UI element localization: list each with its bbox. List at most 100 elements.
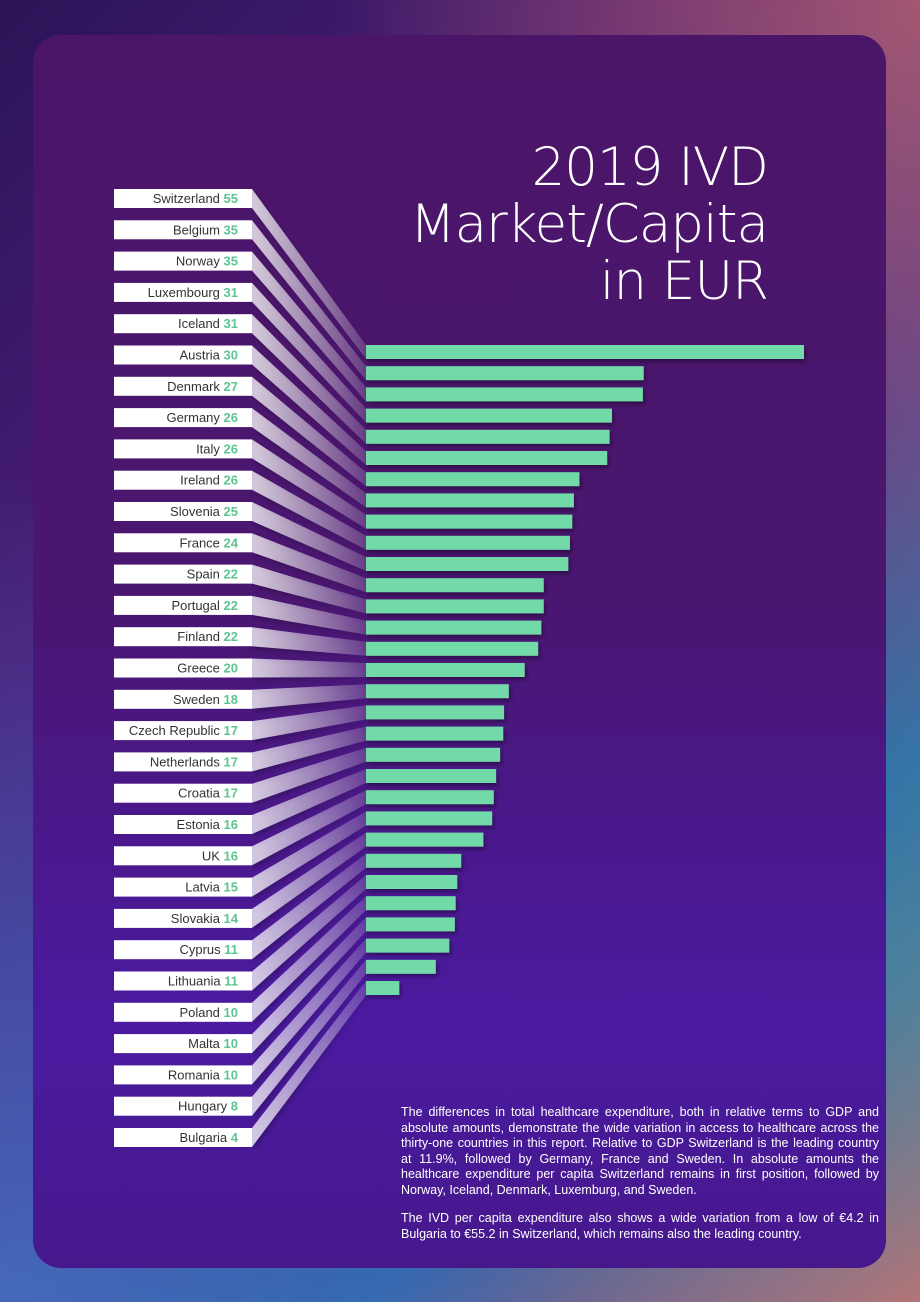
connector-band — [252, 959, 366, 1116]
label-box — [114, 314, 252, 334]
country-name: Spain — [187, 567, 224, 582]
label-box — [114, 689, 252, 709]
data-label: 22 — [224, 598, 238, 613]
data-label: 17 — [224, 723, 238, 738]
bar-label: Iceland 31 — [178, 316, 238, 331]
bar-poland — [366, 896, 456, 911]
bar-hungary — [366, 959, 436, 974]
bar-label: Belgium 35 — [173, 222, 238, 237]
label-box — [114, 815, 252, 834]
data-label: 22 — [224, 629, 238, 644]
data-label: 14 — [224, 911, 239, 926]
country-name: Slovakia — [171, 911, 224, 926]
bar-iceland — [366, 429, 610, 444]
bar-luxembourg — [366, 408, 612, 423]
data-label: 16 — [224, 848, 238, 863]
bar-label: Finland 22 — [177, 629, 238, 644]
bar-sweden — [366, 684, 509, 699]
data-label: 8 — [231, 1099, 238, 1114]
bar-label: Bulgaria 4 — [179, 1130, 238, 1145]
bar-germany — [366, 493, 574, 508]
bar-netherlands — [366, 726, 504, 741]
bar-label: Portugal 22 — [171, 598, 238, 613]
country-name: Denmark — [167, 379, 223, 394]
country-name: Slovenia — [170, 504, 223, 519]
country-name: Romania — [168, 1067, 224, 1082]
connector-band — [252, 726, 366, 772]
label-box — [114, 752, 252, 772]
bar-portugal — [366, 620, 542, 635]
connector-band — [252, 282, 366, 423]
label-box — [114, 470, 252, 490]
connector-band — [252, 769, 366, 834]
bar-croatia — [366, 747, 501, 762]
bar-label: Hungary 8 — [178, 1099, 238, 1114]
label-box — [114, 1065, 252, 1085]
label-box — [114, 533, 252, 553]
country-name: Netherlands — [150, 754, 224, 769]
bar-group — [366, 345, 804, 995]
country-name: Switzerland — [153, 191, 224, 206]
bar-estonia — [366, 769, 497, 783]
bar-latvia — [366, 811, 493, 826]
country-name: Croatia — [178, 786, 224, 801]
label-box — [114, 877, 252, 897]
data-label: 26 — [224, 410, 238, 425]
bar-label: Latvia 15 — [185, 880, 238, 895]
bar-label: Norway 35 — [176, 254, 238, 269]
title-line-3: in EUR — [599, 251, 769, 312]
data-label: 25 — [224, 504, 238, 519]
connector-group — [252, 189, 366, 1147]
bar-ireland — [366, 535, 570, 550]
bar-label: Cyprus 11 — [179, 942, 238, 957]
bar-romania — [366, 938, 450, 953]
bar-label: Poland 10 — [179, 1005, 238, 1020]
data-label: 30 — [224, 348, 238, 363]
data-label: 31 — [224, 285, 238, 300]
bar-slovenia — [366, 557, 569, 571]
bar-label: Luxembourg 31 — [148, 285, 238, 300]
country-name: Austria — [179, 348, 223, 363]
bar-label: Netherlands 17 — [150, 754, 238, 769]
country-name: Poland — [179, 1005, 223, 1020]
data-label: 15 — [224, 880, 238, 895]
country-name: Italy — [196, 441, 223, 456]
country-name: Portugal — [171, 598, 223, 613]
connector-band — [252, 220, 366, 381]
country-name: Greece — [177, 661, 223, 676]
connector-band — [252, 790, 366, 866]
connector-band — [252, 747, 366, 803]
label-box — [114, 1096, 252, 1116]
country-name: Estonia — [177, 817, 224, 832]
country-name: Hungary — [178, 1099, 231, 1114]
connector-band — [252, 251, 366, 402]
country-name: Bulgaria — [179, 1130, 230, 1145]
bar-label: France 24 — [179, 535, 238, 550]
title-line-1: 2019 IVD — [531, 137, 769, 198]
bar-label: Croatia 17 — [178, 786, 238, 801]
country-name: Czech Republic — [129, 723, 224, 738]
connector-band — [252, 705, 366, 741]
bar-label: Germany 26 — [166, 410, 238, 425]
bar-label: Austria 30 — [179, 348, 238, 363]
data-label: 26 — [224, 441, 238, 456]
bar-france — [366, 578, 544, 593]
description-paragraph-2: The IVD per capita expenditure also show… — [401, 1211, 879, 1241]
data-label: 20 — [224, 661, 238, 676]
bar-label: Ireland 26 — [180, 473, 238, 488]
country-name: Malta — [188, 1036, 223, 1051]
label-box — [114, 1034, 252, 1054]
label-box — [114, 846, 252, 866]
data-label: 22 — [224, 567, 238, 582]
country-name: Finland — [177, 629, 223, 644]
label-box — [114, 220, 252, 240]
chart-title: 2019 IVD Market/Capita in EUR — [348, 137, 769, 312]
connector-band — [252, 684, 366, 709]
label-box — [114, 721, 252, 741]
bar-bulgaria — [366, 981, 400, 995]
data-label: 55 — [224, 191, 238, 206]
connector-band — [252, 938, 366, 1085]
bar-label: Denmark 27 — [167, 379, 238, 394]
bar-label: Romania 10 — [168, 1067, 238, 1082]
connector-band — [252, 811, 366, 897]
